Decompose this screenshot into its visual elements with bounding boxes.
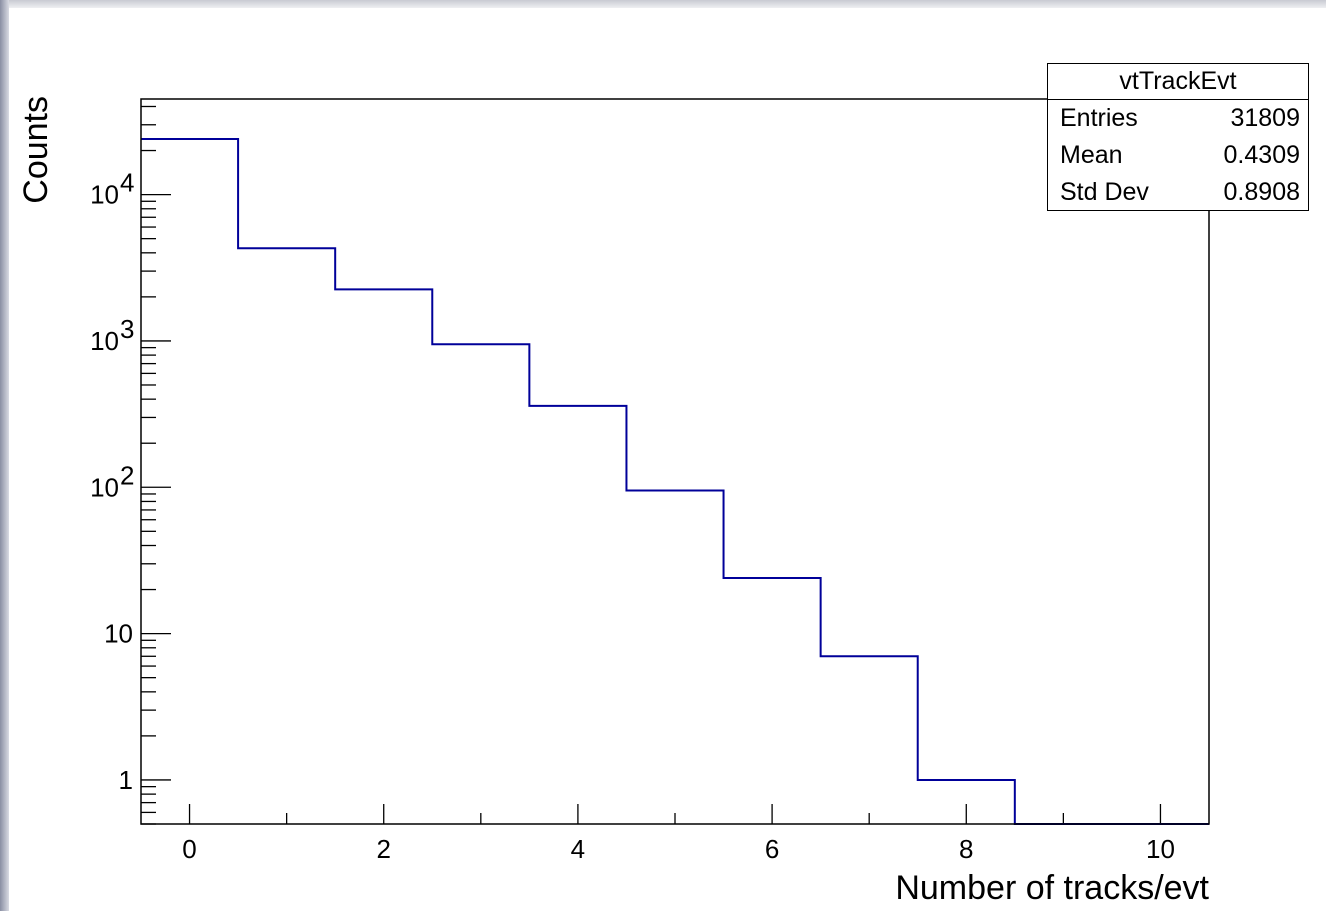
stats-label: Entries	[1060, 104, 1138, 132]
canvas-left-edge	[0, 0, 9, 911]
plot-frame	[140, 98, 1210, 825]
stats-value: 0.8908	[1223, 178, 1300, 206]
x-axis-title: Number of tracks/evt	[895, 869, 1209, 907]
y-tick-label: 1	[119, 765, 133, 795]
stats-value: 0.4309	[1223, 141, 1300, 169]
stats-row-entries: Entries 31809	[1048, 100, 1308, 137]
x-tick-label: 6	[765, 834, 779, 864]
y-tick-label: 10	[90, 180, 119, 210]
x-tick-label: 4	[571, 834, 585, 864]
ticks-layer	[141, 105, 1162, 825]
y-tick-label: 10	[90, 326, 119, 356]
canvas-top-edge	[0, 0, 1326, 8]
x-tick-label: 2	[376, 834, 390, 864]
stats-row-stddev: Std Dev 0.8908	[1048, 174, 1308, 211]
y-tick-exponent: 4	[120, 168, 134, 198]
y-tick-exponent: 2	[120, 460, 134, 490]
stats-label: Std Dev	[1060, 178, 1149, 206]
stats-row-mean: Mean 0.4309	[1048, 137, 1308, 174]
stats-value: 31809	[1230, 104, 1300, 132]
x-tick-label: 0	[182, 834, 196, 864]
stats-label: Mean	[1060, 141, 1123, 169]
x-tick-label: 10	[1146, 834, 1175, 864]
y-axis-title: Counts	[17, 96, 55, 204]
y-tick-label: 10	[90, 472, 119, 502]
y-tick-exponent: 3	[120, 314, 134, 344]
stats-box: vtTrackEvt Entries 31809 Mean 0.4309 Std…	[1047, 63, 1309, 211]
histogram-line	[141, 137, 1209, 825]
stats-title: vtTrackEvt	[1048, 64, 1308, 100]
y-tick-label: 10	[104, 619, 133, 649]
x-tick-label: 8	[959, 834, 973, 864]
histogram-layer	[141, 137, 1209, 825]
